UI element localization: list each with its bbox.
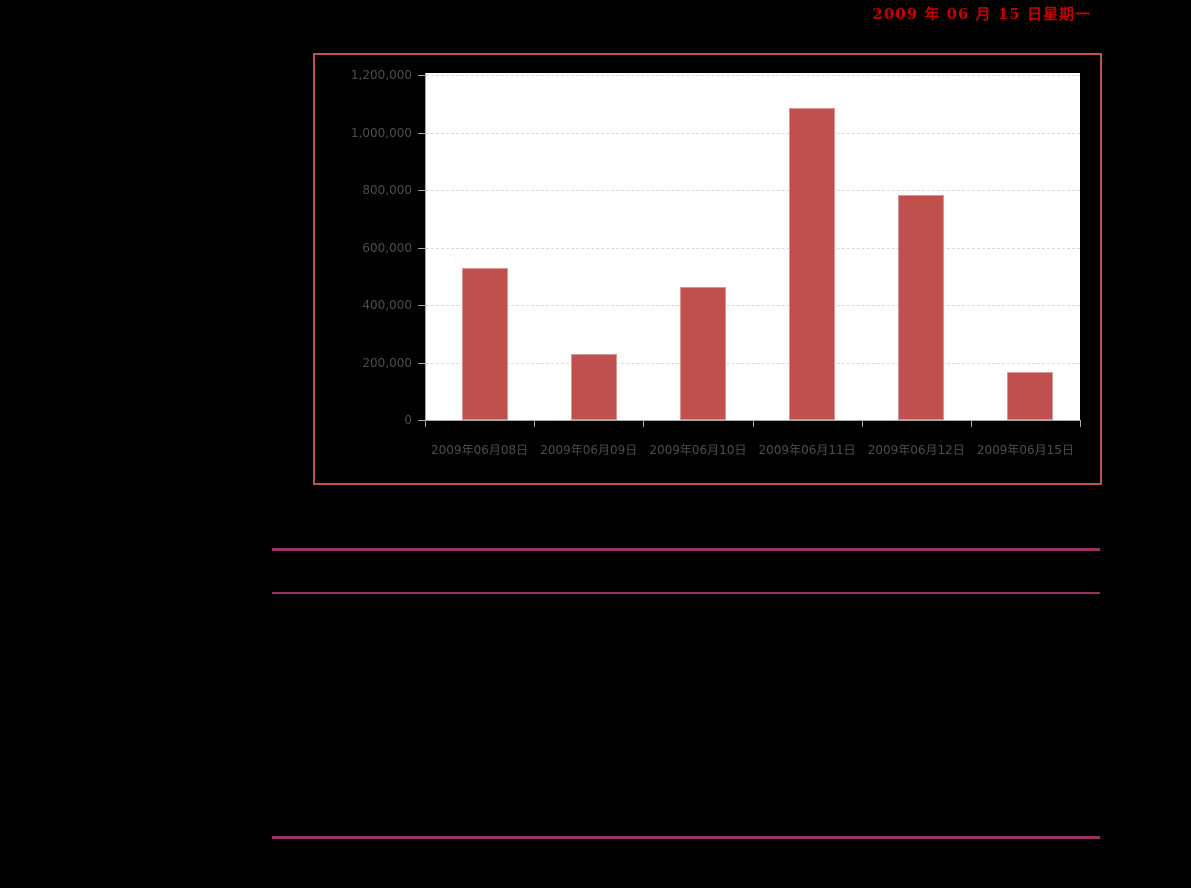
report-date: 2009 年 06 月 15 日星期一 [872, 5, 1091, 23]
x-tick-label: 2009年06月12日 [867, 443, 965, 457]
gridline [426, 190, 1080, 191]
y-tick [418, 132, 425, 134]
gridline [426, 247, 1080, 249]
y-tick-label: 600,000 [362, 240, 412, 255]
y-tick-label: 800,000 [362, 183, 412, 197]
x-tick [861, 420, 863, 427]
x-tick [970, 420, 972, 427]
y-tick-label: 1,200,000 [350, 68, 412, 82]
y-tick [418, 75, 425, 76]
y-tick [418, 247, 425, 249]
bar-6 [1007, 371, 1054, 420]
y-tick-label: 0 [404, 413, 412, 427]
table-rule-1 [272, 548, 1100, 551]
y-axis-line [425, 73, 426, 421]
x-tick [534, 420, 536, 427]
x-tick [643, 420, 645, 427]
x-tick-label: 2009年06月10日 [649, 443, 747, 457]
gridline [426, 132, 1080, 134]
bar-2 [570, 353, 617, 420]
table-rule-2 [272, 592, 1100, 594]
y-tick [418, 420, 425, 421]
bar-5 [898, 195, 945, 420]
chart-frame [313, 53, 1102, 485]
x-tick-label: 2009年06月09日 [540, 443, 638, 457]
x-tick-label: 2009年06月11日 [758, 443, 856, 457]
x-tick-label: 2009年06月15日 [976, 443, 1074, 457]
x-tick-label: 2009年06月08日 [431, 443, 529, 457]
gridline [426, 362, 1080, 364]
y-tick-label: 200,000 [362, 355, 412, 370]
bar-4 [789, 107, 836, 420]
x-tick [752, 420, 754, 427]
y-tick [418, 190, 425, 191]
gridline [426, 75, 1080, 76]
y-tick-label: 1,000,000 [350, 125, 412, 140]
x-axis-line [425, 420, 1081, 421]
x-tick [1080, 420, 1081, 427]
bar-1 [461, 267, 508, 420]
bar-3 [679, 287, 726, 420]
table-rule-3 [272, 836, 1100, 839]
gridline [426, 305, 1080, 306]
y-tick [418, 305, 425, 306]
x-tick [425, 420, 426, 427]
y-tick-label: 400,000 [362, 298, 412, 312]
y-tick [418, 362, 425, 364]
